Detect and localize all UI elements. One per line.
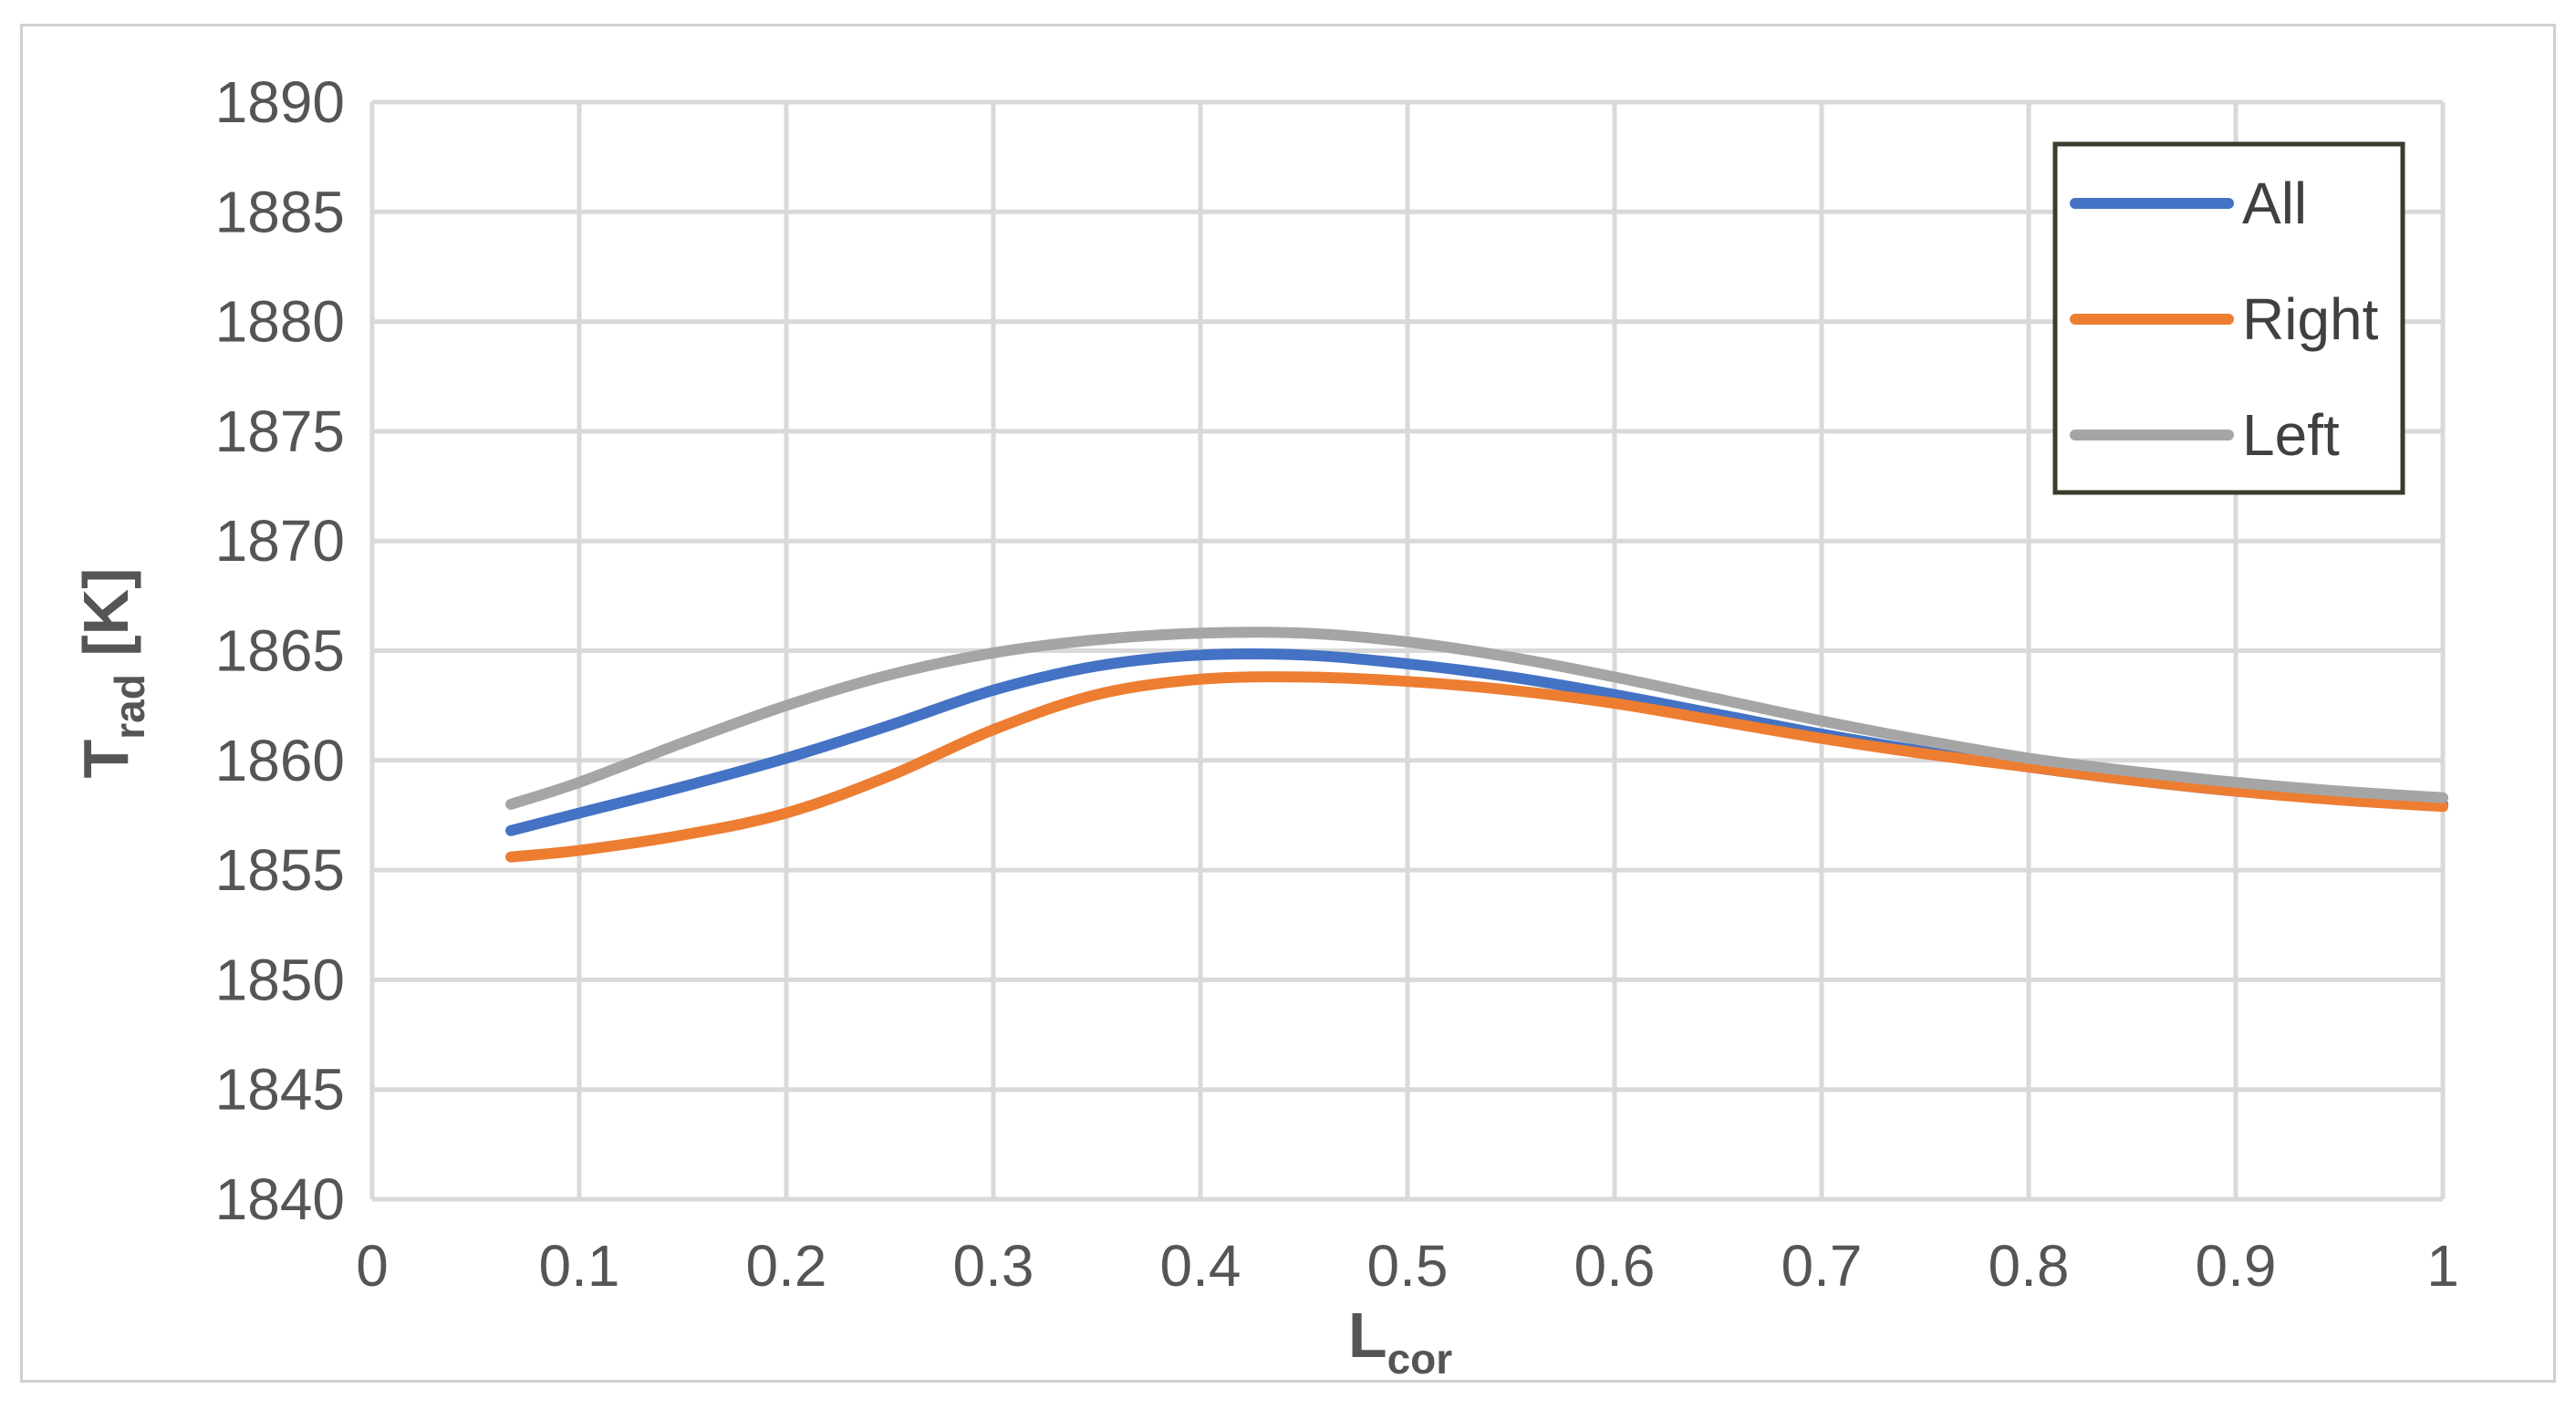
x-tick-label: 0.6 — [1574, 1233, 1656, 1299]
x-axis-title-sub: cor — [1387, 1335, 1453, 1383]
legend-label-left: Left — [2242, 402, 2340, 468]
y-tick-label: 1850 — [215, 947, 345, 1012]
x-tick-label: 1 — [2426, 1233, 2459, 1299]
y-tick-label: 1870 — [215, 508, 345, 574]
y-tick-label: 1880 — [215, 289, 345, 355]
x-tick-label: 0.5 — [1367, 1233, 1449, 1299]
x-tick-label: 0.7 — [1781, 1233, 1863, 1299]
y-tick-label: 1855 — [215, 837, 345, 903]
y-axis-title-suffix: [K] — [70, 568, 141, 675]
series-line-left — [505, 627, 2448, 810]
y-tick-label: 1890 — [215, 69, 345, 135]
x-tick-label: 0.1 — [539, 1233, 620, 1299]
x-tick-label: 0.8 — [1989, 1233, 2070, 1299]
x-axis-title: Lcor — [1348, 1300, 1452, 1383]
y-tick-label: 1885 — [215, 179, 345, 244]
y-tick-label: 1860 — [215, 728, 345, 793]
y-tick-label: 1865 — [215, 618, 345, 684]
y-axis-title: Trad [K] — [70, 568, 153, 779]
y-tick-label: 1845 — [215, 1057, 345, 1123]
y-tick-label: 1840 — [215, 1166, 345, 1232]
x-tick-label: 0.9 — [2196, 1233, 2277, 1299]
x-axis-title-main: L — [1348, 1300, 1387, 1371]
x-tick-label: 0.4 — [1160, 1233, 1241, 1299]
legend-label-right: Right — [2242, 286, 2379, 352]
x-tick-label: 0.3 — [953, 1233, 1034, 1299]
x-tick-label: 0.2 — [746, 1233, 827, 1299]
x-tick-label: 0 — [356, 1233, 389, 1299]
legend-label-all: All — [2242, 171, 2307, 236]
y-tick-label: 1875 — [215, 399, 345, 464]
series-line-right — [505, 671, 2448, 863]
y-axis-title-main: T — [70, 740, 141, 779]
y-axis-title-sub: rad — [106, 674, 153, 740]
